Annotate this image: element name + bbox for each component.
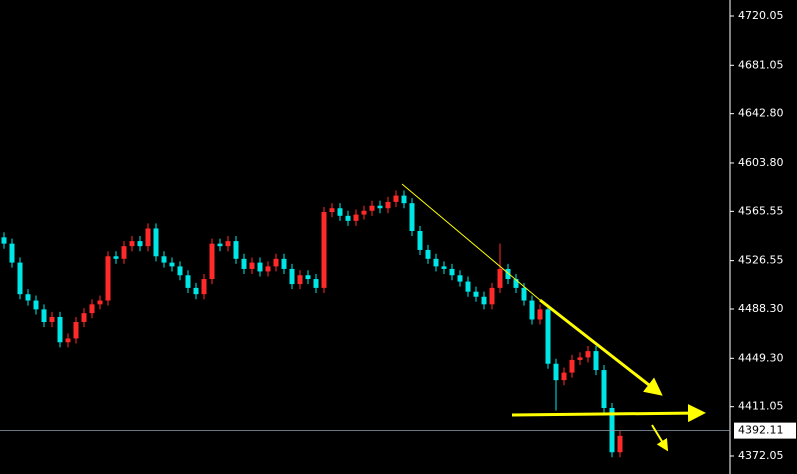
- candle-body: [361, 210, 367, 215]
- candle-body: [1, 237, 7, 244]
- candle-body: [81, 313, 87, 323]
- candle-body: [465, 281, 471, 292]
- candle-body: [441, 266, 447, 269]
- candle-body: [409, 203, 415, 231]
- candle-body: [41, 309, 47, 323]
- candle-body: [385, 201, 391, 209]
- candle-body: [185, 275, 191, 288]
- candle-body: [121, 246, 127, 259]
- candle-body: [529, 300, 535, 320]
- y-tick-label: 4526.55: [738, 254, 784, 267]
- candle-body: [497, 268, 503, 288]
- candle-body: [89, 304, 95, 314]
- plot: [0, 190, 730, 458]
- candle-body: [313, 279, 319, 288]
- candle-body: [321, 212, 327, 288]
- candle-body: [217, 243, 223, 247]
- candle-body: [105, 256, 111, 301]
- candle-body: [337, 208, 343, 216]
- down-arrow: [651, 424, 669, 452]
- candle-body: [345, 215, 351, 221]
- y-axis: 4720.05 4681.05 4642.80 4603.80 4565.55 4526.…: [730, 9, 796, 462]
- candle-body: [433, 258, 439, 267]
- y-tick-label: 4603.80: [738, 156, 784, 169]
- y-tick-label: 4565.55: [738, 204, 784, 217]
- candle-body: [273, 258, 279, 267]
- candle-body: [25, 294, 31, 301]
- candle-body: [593, 351, 599, 371]
- candle-body: [305, 275, 311, 280]
- candle-body: [129, 241, 135, 247]
- candle-body: [297, 275, 303, 285]
- trend-arrow: [539, 298, 663, 396]
- candle-body: [393, 195, 399, 202]
- candle-body: [601, 370, 607, 409]
- candle-body: [33, 300, 39, 310]
- candle-body: [513, 279, 519, 288]
- candle-body: [265, 266, 271, 272]
- candle-body: [201, 279, 207, 295]
- candle-body: [97, 300, 103, 305]
- candle-body: [281, 258, 287, 269]
- candle-body: [137, 241, 143, 247]
- candle-body: [225, 241, 231, 247]
- y-tick-label: 4488.30: [738, 302, 784, 315]
- candle-body: [161, 256, 167, 263]
- support-arrow: [511, 404, 706, 423]
- candle-body: [537, 309, 543, 320]
- candle-body: [489, 287, 495, 305]
- candle-body: [449, 268, 455, 276]
- candle-body: [289, 268, 295, 285]
- candle-body: [113, 256, 119, 259]
- candle-body: [257, 262, 263, 272]
- candle-body: [209, 243, 215, 280]
- candle-body: [233, 241, 239, 259]
- candle-body: [473, 291, 479, 297]
- candle-body: [585, 351, 591, 358]
- candle-body: [329, 208, 335, 213]
- candle-body: [521, 287, 527, 301]
- candle-body: [145, 228, 151, 247]
- y-tick-label: 4642.80: [738, 107, 784, 120]
- candle-body: [49, 316, 55, 323]
- candle-body: [193, 287, 199, 295]
- candle-body: [561, 372, 567, 381]
- candle-body: [609, 408, 615, 453]
- candle-body: [569, 359, 575, 373]
- last-price-box: [734, 422, 796, 439]
- candle-body: [545, 309, 551, 364]
- candle-body: [401, 195, 407, 204]
- candle-body: [57, 316, 63, 343]
- y-tick-label: 4681.05: [738, 58, 784, 71]
- last-price-label: 4392.11: [738, 424, 784, 437]
- candle-body: [177, 266, 183, 276]
- y-tick-label: 4372.05: [738, 449, 784, 462]
- candle-body: [553, 363, 559, 381]
- candle-body: [169, 262, 175, 267]
- candle-body: [153, 228, 159, 257]
- candle-body: [425, 249, 431, 259]
- candle-body: [241, 258, 247, 269]
- candle-body: [417, 230, 423, 250]
- candle-body: [73, 322, 79, 339]
- candle-body: [369, 205, 375, 211]
- y-tick-label: 4449.30: [738, 351, 784, 364]
- candle-body: [9, 243, 15, 263]
- y-tick-label: 4720.05: [738, 9, 784, 22]
- candle-body: [353, 214, 359, 221]
- candle-body: [377, 205, 383, 209]
- trend-line: [401, 183, 541, 301]
- candle-body: [249, 262, 255, 269]
- candle-body: [617, 435, 623, 453]
- candle-body: [65, 338, 71, 343]
- candle-body: [17, 262, 23, 295]
- candle-body: [577, 357, 583, 360]
- candle-body: [505, 268, 511, 280]
- candle-body: [481, 296, 487, 305]
- candle-body: [457, 275, 463, 282]
- y-tick-label: 4411.05: [738, 400, 784, 413]
